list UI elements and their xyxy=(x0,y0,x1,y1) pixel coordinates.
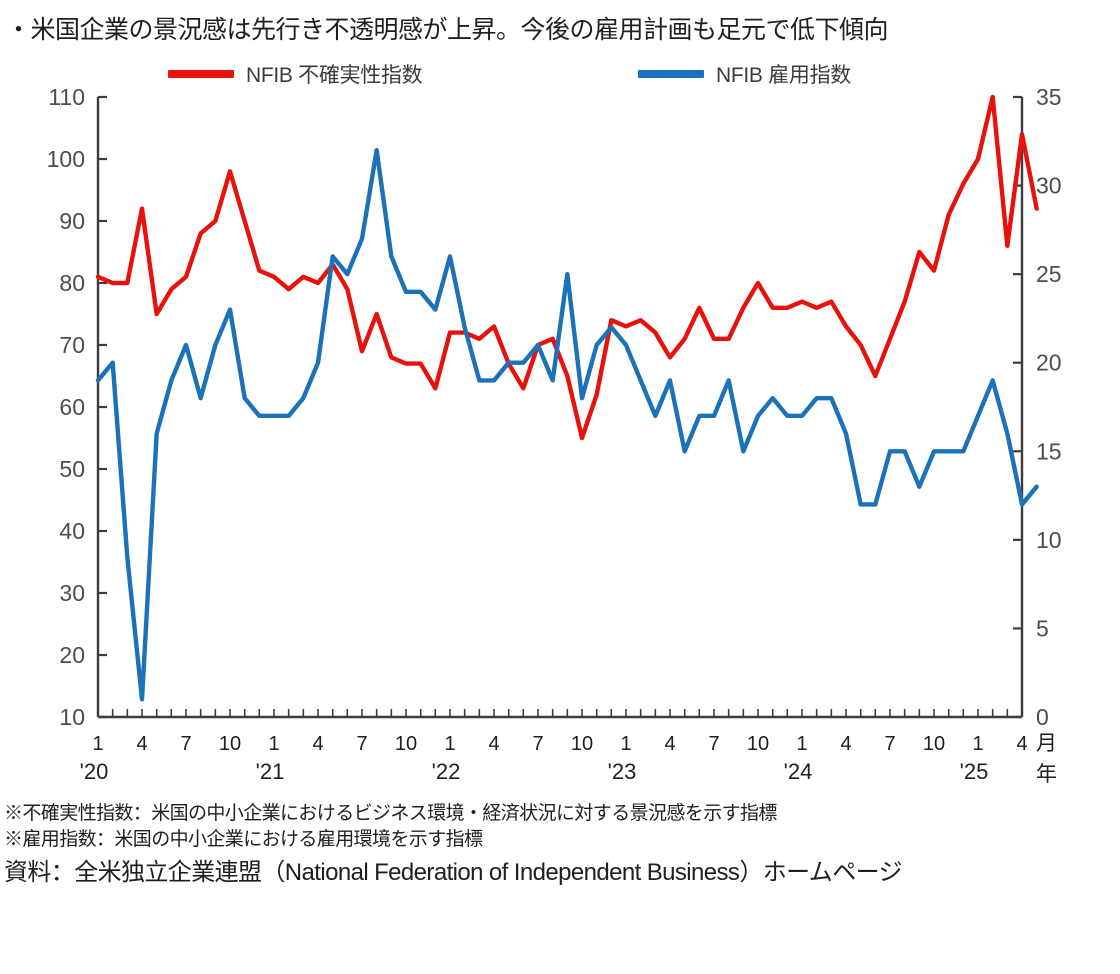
footnote-uncertainty: ※不確実性指数：米国の中小企業におけるビジネス環境・経済状況に対する景況感を示す… xyxy=(4,803,777,824)
x-axis-month-label: 7 xyxy=(884,733,895,755)
page-title: ・米国企業の景況感は先行き不透明感が上昇。今後の雇用計画も足元で低下傾向 xyxy=(6,16,889,44)
x-axis-month-label: 4 xyxy=(1016,733,1027,755)
left-axis-tick-label: 70 xyxy=(59,332,85,358)
x-axis-month-label: 1 xyxy=(796,733,807,755)
x-axis-year-unit: 年 xyxy=(1036,763,1057,786)
x-axis-month-label: 10 xyxy=(923,733,945,755)
legend-swatch-hiring xyxy=(638,70,704,78)
x-axis-month-label: 10 xyxy=(395,733,417,755)
x-axis-month-label: 4 xyxy=(840,733,851,755)
x-axis-year-label: '22 xyxy=(432,759,461,784)
left-axis-tick-label: 80 xyxy=(59,270,85,296)
right-axis-tick-label: 0 xyxy=(1036,704,1049,730)
left-axis-tick-label: 30 xyxy=(59,580,85,606)
x-axis-year-label: '21 xyxy=(256,759,285,784)
line-chart-plot: 102030405060708090100110051015202530351'… xyxy=(47,84,1062,786)
chart-axes xyxy=(96,95,1024,719)
x-axis-month-label: 1 xyxy=(620,733,631,755)
chart-legend: NFIB 不確実性指数 NFIB 雇用指数 xyxy=(98,59,1022,91)
left-axis-tick-label: 90 xyxy=(59,208,85,234)
x-axis-month-label: 4 xyxy=(488,733,499,755)
source-line: 資料：全米独立企業連盟（National Federation of Indep… xyxy=(4,859,903,886)
x-axis-year-label: '20 xyxy=(80,759,109,784)
x-axis-month-label: 7 xyxy=(180,733,191,755)
x-axis-month-label: 1 xyxy=(92,733,103,755)
left-axis-tick-label: 20 xyxy=(59,642,85,668)
x-axis-month-label: 4 xyxy=(312,733,323,755)
series-line-uncertainty xyxy=(95,94,1039,441)
x-axis-month-label: 1 xyxy=(444,733,455,755)
x-axis-month-label: 7 xyxy=(708,733,719,755)
footnote-hiring: ※雇用指数：米国の中小企業における雇用環境を示す指標 xyxy=(4,829,483,850)
x-axis-month-unit: 月 xyxy=(1036,732,1057,755)
x-axis-month-label: 1 xyxy=(268,733,279,755)
x-axis-year-label: '25 xyxy=(960,759,989,784)
x-axis-month-label: 4 xyxy=(664,733,675,755)
legend-swatch-uncertainty xyxy=(168,70,234,78)
x-axis-month-label: 10 xyxy=(747,733,769,755)
right-axis-tick-label: 30 xyxy=(1036,173,1062,199)
right-axis-tick-label: 20 xyxy=(1036,350,1062,376)
left-axis-tick-label: 50 xyxy=(59,456,85,482)
right-axis-tick-label: 35 xyxy=(1036,84,1062,110)
right-axis-tick-label: 10 xyxy=(1036,527,1062,553)
x-axis-month-label: 1 xyxy=(972,733,983,755)
x-axis-month-label: 7 xyxy=(532,733,543,755)
x-axis-year-label: '24 xyxy=(784,759,813,784)
legend-item-hiring[interactable]: NFIB 雇用指数 xyxy=(638,59,851,89)
right-axis-tick-label: 5 xyxy=(1036,615,1049,641)
left-axis-tick-label: 10 xyxy=(59,704,85,730)
x-axis-month-label: 4 xyxy=(136,733,147,755)
left-axis-tick-label: 40 xyxy=(59,518,85,544)
left-axis-tick-label: 60 xyxy=(59,394,85,420)
chart-series xyxy=(95,94,1039,702)
legend-label-uncertainty: NFIB 不確実性指数 xyxy=(246,64,423,87)
legend-label-hiring: NFIB 雇用指数 xyxy=(716,64,851,87)
left-axis-tick-label: 110 xyxy=(48,84,85,110)
right-axis-tick-label: 25 xyxy=(1036,261,1062,287)
left-axis-tick-label: 100 xyxy=(47,146,85,172)
x-axis-year-label: '23 xyxy=(608,759,637,784)
x-axis-month-label: 10 xyxy=(219,733,241,755)
series-line-hiring xyxy=(95,147,1039,702)
x-axis-month-label: 10 xyxy=(571,733,593,755)
legend-item-uncertainty[interactable]: NFIB 不確実性指数 xyxy=(168,59,423,89)
x-axis-month-label: 7 xyxy=(356,733,367,755)
right-axis-tick-label: 15 xyxy=(1036,438,1062,464)
chart-axis-labels: 102030405060708090100110051015202530351'… xyxy=(47,84,1062,786)
